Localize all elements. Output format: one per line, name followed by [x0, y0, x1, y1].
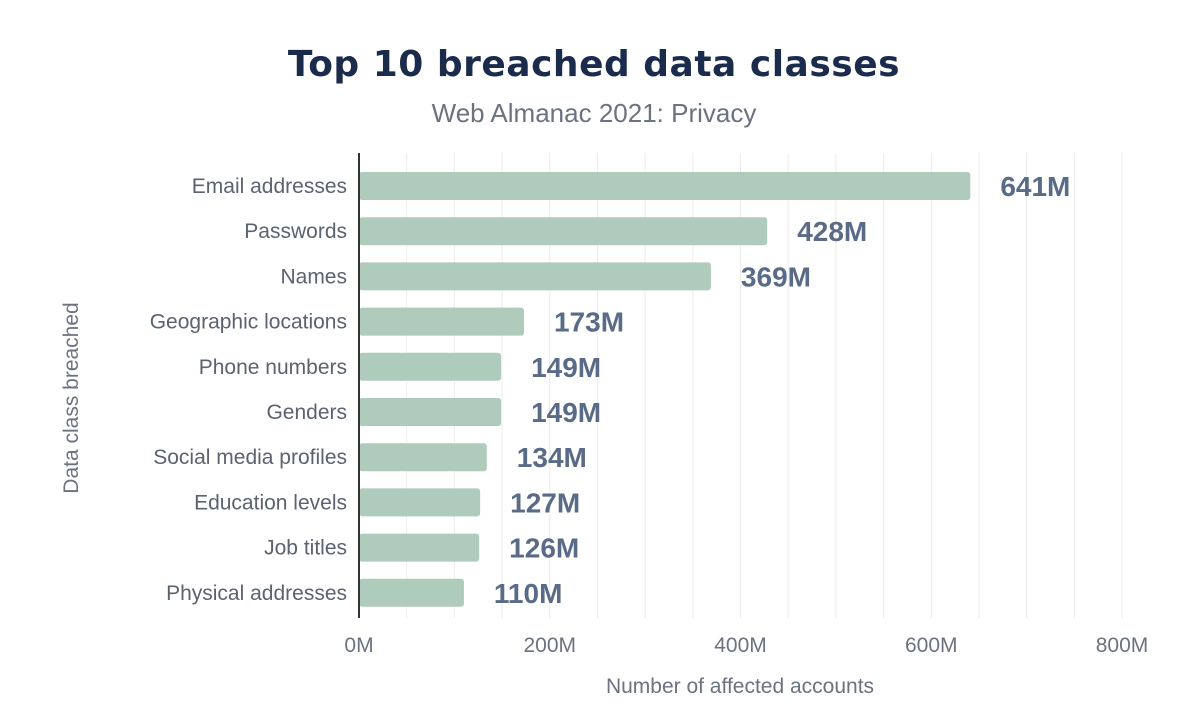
value-label: 110M — [494, 578, 562, 609]
x-tick-label: 0M — [344, 634, 373, 657]
x-tick-label: 800M — [1096, 634, 1149, 657]
value-label: 149M — [531, 397, 601, 428]
category-label: Job titles — [264, 537, 347, 560]
bar — [359, 352, 502, 381]
category-label: Education levels — [194, 491, 347, 514]
value-label: 369M — [741, 261, 811, 292]
bars — [359, 172, 971, 607]
category-label: Email addresses — [192, 175, 347, 198]
category-labels: Email addresses Passwords Names Geographic … — [150, 175, 347, 605]
x-tick-label: 200M — [523, 634, 576, 657]
x-axis-title: Number of affected accounts — [606, 675, 874, 698]
value-label: 149M — [531, 352, 601, 383]
bar — [359, 307, 524, 336]
bar — [359, 533, 480, 562]
bar — [359, 398, 502, 426]
bar — [359, 578, 464, 607]
bar — [359, 172, 971, 200]
bar — [359, 262, 711, 291]
category-label: Genders — [266, 401, 347, 424]
category-label: Geographic locations — [150, 311, 347, 334]
value-label: 641M — [1000, 171, 1070, 202]
value-label: 127M — [510, 487, 580, 518]
x-tick-labels: 0M 200M 400M 600M 800M — [344, 634, 1148, 657]
x-tick-label: 400M — [714, 634, 767, 657]
bar — [359, 488, 481, 517]
category-label: Phone numbers — [199, 356, 347, 379]
category-label: Social media profiles — [153, 446, 347, 469]
value-label: 428M — [797, 216, 867, 247]
bar — [359, 217, 768, 246]
value-label: 134M — [517, 442, 587, 473]
x-tick-label: 600M — [905, 634, 958, 657]
category-label: Names — [280, 265, 347, 288]
y-axis-title: Data class breached — [60, 302, 83, 493]
value-label: 126M — [509, 533, 579, 564]
value-labels: 641M 428M 369M 173M 149M 149M 134M 127M 126M 110M — [494, 171, 1070, 609]
chart-subtitle: Web Almanac 2021: Privacy — [431, 98, 757, 128]
bar — [359, 443, 487, 472]
category-label: Physical addresses — [166, 582, 347, 605]
category-label: Passwords — [244, 220, 347, 243]
chart-title: Top 10 breached data classes — [287, 44, 901, 85]
value-label: 173M — [554, 307, 624, 338]
